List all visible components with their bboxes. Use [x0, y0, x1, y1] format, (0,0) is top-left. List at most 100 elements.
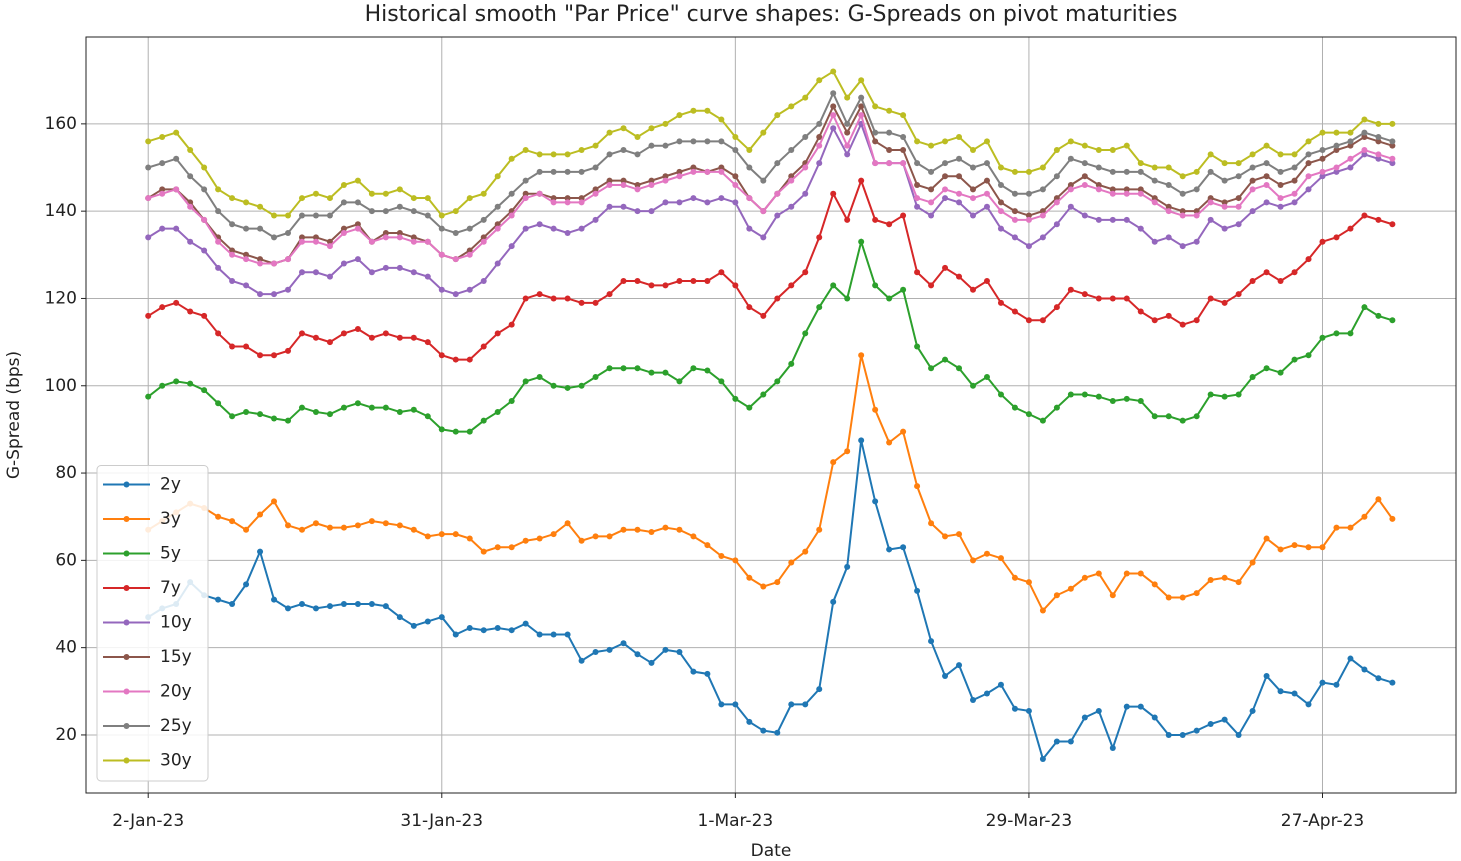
- data-point: [1151, 195, 1158, 202]
- data-point: [1207, 199, 1214, 206]
- y-tick-label: 80: [55, 463, 77, 483]
- data-point: [536, 374, 543, 381]
- data-point: [914, 195, 921, 202]
- data-point: [676, 649, 683, 656]
- data-point: [340, 330, 347, 337]
- data-point: [788, 147, 795, 154]
- data-point: [368, 334, 375, 341]
- data-point: [1291, 190, 1298, 197]
- data-point: [396, 234, 403, 241]
- data-point: [648, 369, 655, 376]
- data-point: [396, 264, 403, 271]
- data-point: [690, 365, 697, 372]
- data-point: [872, 282, 879, 289]
- data-point: [201, 164, 208, 171]
- data-point: [1193, 186, 1200, 193]
- data-point: [956, 133, 963, 140]
- data-point: [536, 631, 543, 638]
- data-point: [662, 199, 669, 206]
- data-point: [536, 190, 543, 197]
- data-point: [285, 286, 292, 293]
- data-point: [900, 286, 907, 293]
- data-point: [187, 308, 194, 315]
- data-point: [592, 142, 599, 149]
- data-point: [159, 160, 166, 167]
- data-point: [1067, 585, 1074, 592]
- data-point: [997, 225, 1004, 232]
- data-point: [1235, 195, 1242, 202]
- y-tick-label: 40: [55, 638, 77, 658]
- data-point: [452, 256, 459, 263]
- data-point: [466, 625, 473, 632]
- data-point: [914, 269, 921, 276]
- data-point: [970, 557, 977, 564]
- data-point: [942, 173, 949, 180]
- data-point: [229, 601, 236, 607]
- data-point: [1081, 160, 1088, 167]
- data-point: [844, 120, 851, 127]
- data-point: [257, 203, 264, 210]
- data-point: [606, 203, 613, 210]
- data-point: [788, 360, 795, 367]
- data-point: [886, 439, 893, 446]
- data-point: [452, 208, 459, 215]
- data-point: [928, 168, 935, 175]
- data-point: [592, 374, 599, 381]
- data-point: [1235, 160, 1242, 167]
- data-point: [718, 138, 725, 145]
- data-point: [830, 112, 837, 119]
- data-point: [858, 352, 865, 359]
- data-point: [1263, 673, 1270, 680]
- data-point: [1053, 592, 1060, 599]
- data-point: [1081, 714, 1088, 721]
- data-point: [257, 511, 264, 518]
- data-point: [1375, 496, 1382, 503]
- data-point: [145, 312, 152, 319]
- data-point: [1151, 317, 1158, 324]
- data-point: [1095, 186, 1102, 193]
- data-point: [340, 601, 347, 607]
- data-point: [718, 164, 725, 171]
- data-point: [662, 142, 669, 149]
- data-point: [858, 112, 865, 119]
- legend-marker: [123, 619, 130, 626]
- data-point: [816, 120, 823, 127]
- data-point: [550, 199, 557, 206]
- data-point: [271, 212, 278, 219]
- data-point: [298, 238, 305, 245]
- data-point: [550, 195, 557, 202]
- data-point: [159, 225, 166, 232]
- data-point: [1291, 356, 1298, 363]
- data-point: [1389, 221, 1396, 228]
- data-point: [816, 160, 823, 167]
- data-point: [438, 286, 445, 293]
- data-point: [1333, 129, 1340, 136]
- data-point: [1165, 731, 1172, 738]
- data-point: [536, 291, 543, 298]
- data-point: [606, 177, 613, 184]
- data-point: [914, 203, 921, 210]
- data-point: [508, 212, 515, 219]
- data-point: [215, 400, 222, 407]
- data-point: [1165, 203, 1172, 210]
- data-point: [1011, 574, 1018, 581]
- data-point: [592, 649, 599, 656]
- data-point: [928, 186, 935, 193]
- data-point: [1179, 243, 1186, 250]
- data-point: [1375, 155, 1382, 162]
- data-point: [997, 199, 1004, 206]
- data-point: [872, 129, 879, 136]
- data-point: [1067, 203, 1074, 210]
- data-point: [900, 212, 907, 219]
- data-point: [1375, 151, 1382, 158]
- data-point: [1375, 133, 1382, 140]
- legend-marker: [123, 481, 130, 488]
- data-point: [928, 638, 935, 645]
- data-point: [858, 94, 865, 101]
- data-point: [704, 670, 711, 677]
- data-point: [997, 208, 1004, 215]
- series-line: [147, 104, 1393, 265]
- data-point: [844, 151, 851, 158]
- data-point: [1165, 164, 1172, 171]
- data-point: [620, 147, 627, 154]
